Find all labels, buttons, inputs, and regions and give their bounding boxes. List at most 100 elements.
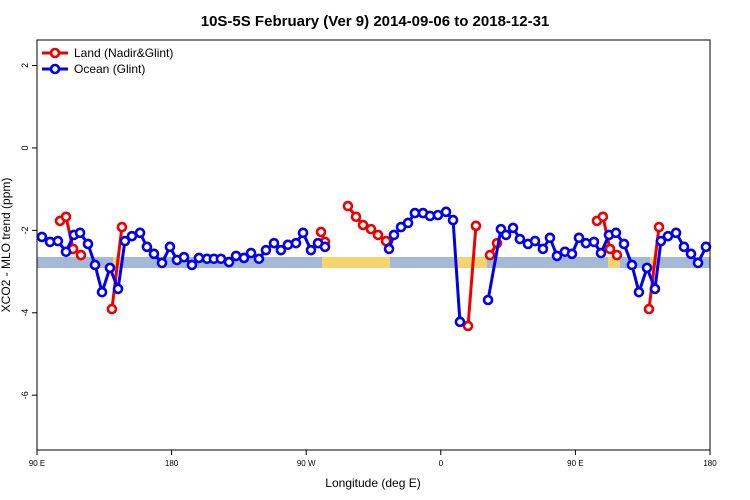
data-point bbox=[89, 259, 101, 271]
data-point bbox=[447, 214, 459, 226]
data-point bbox=[245, 247, 257, 259]
data-point bbox=[148, 248, 160, 260]
data-point bbox=[544, 232, 556, 244]
data-point bbox=[305, 244, 317, 256]
data-point bbox=[52, 235, 64, 247]
x-tick-label: 180 bbox=[703, 459, 717, 468]
data-point bbox=[611, 249, 623, 261]
data-point bbox=[383, 243, 395, 255]
data-point bbox=[96, 286, 108, 298]
legend-label: Ocean (Glint) bbox=[74, 62, 145, 76]
data-point bbox=[268, 237, 280, 249]
data-point bbox=[350, 211, 362, 223]
data-point bbox=[566, 248, 578, 260]
data-point bbox=[372, 229, 384, 241]
data-point bbox=[618, 238, 630, 250]
data-point bbox=[470, 220, 482, 232]
y-tick-label: -2 bbox=[20, 226, 30, 234]
y-tick-label: -4 bbox=[20, 309, 30, 317]
y-axis-label: XCO2 - MLO trend (ppm) bbox=[0, 178, 13, 313]
data-point bbox=[319, 241, 331, 253]
data-point bbox=[678, 241, 690, 253]
y-tick-label: 2 bbox=[20, 63, 30, 68]
data-point bbox=[60, 246, 72, 258]
data-point bbox=[260, 244, 272, 256]
data-point bbox=[573, 232, 585, 244]
data-point bbox=[440, 206, 452, 218]
data-point bbox=[633, 286, 645, 298]
data-point bbox=[643, 303, 655, 315]
x-axis-label: Longitude (deg E) bbox=[325, 476, 420, 490]
data-point bbox=[342, 200, 354, 212]
y-tick-label: -6 bbox=[20, 391, 30, 399]
data-point bbox=[60, 211, 72, 223]
legend-marker bbox=[49, 47, 61, 59]
x-tick-label: 90 E bbox=[29, 459, 45, 468]
data-point bbox=[82, 238, 94, 250]
data-point bbox=[685, 248, 697, 260]
data-point bbox=[653, 221, 665, 233]
data-point bbox=[670, 227, 682, 239]
data-point bbox=[484, 249, 496, 261]
data-point bbox=[388, 229, 400, 241]
data-point bbox=[692, 257, 704, 269]
chart-title: 10S-5S February (Ver 9) 2014-09-06 to 20… bbox=[201, 13, 550, 30]
data-point bbox=[75, 249, 87, 261]
data-point bbox=[164, 241, 176, 253]
y-tick-label: 0 bbox=[20, 145, 30, 150]
data-point bbox=[104, 262, 116, 274]
data-point bbox=[595, 247, 607, 259]
data-point bbox=[74, 227, 86, 239]
data-point bbox=[156, 257, 168, 269]
data-point bbox=[365, 223, 377, 235]
data-point bbox=[290, 237, 302, 249]
data-point bbox=[186, 259, 198, 271]
data-point bbox=[588, 236, 600, 248]
data-point bbox=[626, 259, 638, 271]
series-line bbox=[466, 225, 478, 327]
x-tick-label: 0 bbox=[439, 459, 444, 468]
data-point bbox=[112, 283, 124, 295]
data-point bbox=[597, 211, 609, 223]
data-point bbox=[297, 227, 309, 239]
data-point bbox=[141, 241, 153, 253]
data-point bbox=[223, 256, 235, 268]
x-tick-label: 90 E bbox=[567, 459, 583, 468]
data-point bbox=[537, 243, 549, 255]
x-tick-label: 90 W bbox=[297, 459, 316, 468]
data-point bbox=[357, 219, 369, 231]
data-point bbox=[604, 243, 616, 255]
data-point bbox=[507, 222, 519, 234]
legend-label: Land (Nadir&Glint) bbox=[74, 46, 173, 60]
data-point bbox=[641, 262, 653, 274]
data-point bbox=[315, 226, 327, 238]
data-point bbox=[454, 316, 466, 328]
data-point bbox=[116, 221, 128, 233]
data-point bbox=[700, 241, 712, 253]
data-point bbox=[551, 250, 563, 262]
data-point bbox=[178, 251, 190, 263]
data-point bbox=[655, 235, 667, 247]
surface-strip bbox=[37, 257, 710, 268]
plot-area bbox=[36, 200, 712, 332]
data-point bbox=[500, 229, 512, 241]
data-point bbox=[462, 320, 474, 332]
legend-marker bbox=[49, 63, 61, 75]
x-tick-label: 180 bbox=[165, 459, 179, 468]
data-point bbox=[610, 227, 622, 239]
data-point bbox=[134, 227, 146, 239]
legend: Land (Nadir&Glint) Ocean (Glint) bbox=[42, 46, 173, 76]
plot-frame bbox=[36, 39, 711, 451]
data-point bbox=[106, 303, 118, 315]
data-point bbox=[36, 231, 48, 243]
data-point bbox=[649, 283, 661, 295]
data-point bbox=[275, 244, 287, 256]
data-point bbox=[529, 235, 541, 247]
data-point bbox=[193, 252, 205, 264]
data-point bbox=[482, 294, 494, 306]
data-point bbox=[253, 253, 265, 265]
data-point bbox=[514, 233, 526, 245]
data-point bbox=[119, 235, 131, 247]
